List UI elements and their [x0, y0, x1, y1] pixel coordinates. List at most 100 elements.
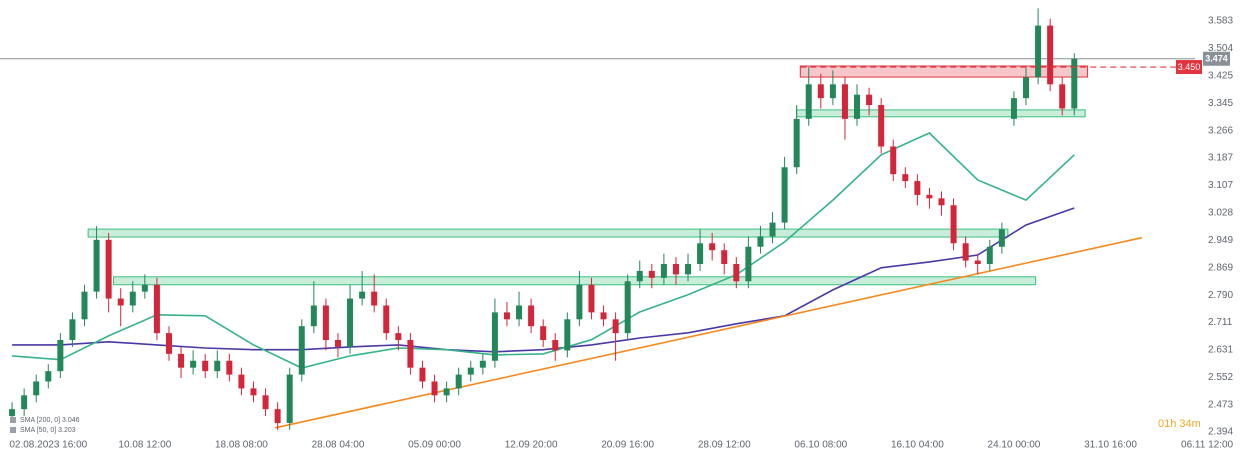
candle-body [69, 319, 76, 341]
candle-body [938, 198, 945, 206]
candle-body [286, 374, 293, 423]
candle-body [347, 298, 354, 347]
candle-body [757, 236, 764, 247]
candle-body [105, 239, 112, 299]
candle-body [552, 340, 559, 351]
candle-body [878, 105, 885, 147]
candle-body [1047, 25, 1054, 85]
candle-body [190, 360, 197, 368]
y-tick-label: 2.552 [1208, 372, 1233, 383]
legend-icon [10, 417, 16, 423]
y-tick-label: 3.266 [1208, 125, 1233, 136]
y-tick-label: 2.949 [1208, 235, 1233, 246]
y-tick-label: 3.425 [1208, 70, 1233, 81]
candle-body [443, 388, 450, 396]
candle-body [262, 395, 269, 410]
trendline [275, 236, 1143, 429]
candle-body [733, 264, 740, 282]
candle-body [926, 194, 933, 199]
x-tick-label: 18.08 08:00 [215, 440, 268, 451]
candle-body [540, 326, 547, 341]
y-tick-label: 3.345 [1208, 98, 1233, 109]
candle-body [21, 395, 28, 410]
axes: 3.450 2.394 2.473 2.552 2.631 2.711 2.790 2.869… [9, 16, 1233, 451]
current-price-label-bg [1203, 51, 1230, 66]
candle-body [588, 284, 595, 313]
candle-body [57, 340, 64, 372]
candle-body [9, 409, 16, 417]
candle-body [371, 291, 378, 306]
candle-body [178, 353, 185, 368]
x-tick-label: 24.10 00:00 [988, 440, 1041, 451]
candle-body [697, 243, 704, 265]
plot-area [0, 8, 1195, 430]
y-tick-label: 2.631 [1208, 345, 1233, 356]
candle-body [310, 305, 317, 327]
y-tick-label: 2.711 [1208, 317, 1233, 328]
x-tick-label: 10.08 12:00 [118, 440, 171, 451]
candle-body [503, 312, 510, 320]
candle-body [202, 360, 209, 372]
timer: 01h 34m [1158, 418, 1201, 430]
candle-body [685, 264, 692, 275]
candle-body [467, 367, 474, 375]
candle-body [805, 84, 812, 119]
candle-body [950, 205, 957, 244]
candle-body [226, 360, 233, 375]
candle-body [153, 284, 160, 334]
candle-body [117, 298, 124, 306]
candle-body [1010, 98, 1017, 119]
candle-body [528, 305, 535, 327]
zone [799, 65, 1089, 78]
candle-body [854, 94, 861, 119]
candle-body [395, 333, 402, 341]
x-tick-label: 31.10 16:00 [1084, 440, 1137, 451]
candle-body [902, 174, 909, 182]
candle-body [974, 260, 981, 265]
y-tick-label: 3.028 [1208, 208, 1233, 219]
x-tick-label: 12.09 20:00 [505, 440, 558, 451]
candle-body [93, 239, 100, 292]
candle-body [841, 84, 848, 119]
candle-body [238, 374, 245, 389]
candle-body [962, 243, 969, 261]
candle-body [1035, 25, 1042, 78]
x-tick-label: 06.11 12:00 [1181, 440, 1234, 451]
x-tick-label: 02.08.2023 16:00 [9, 440, 87, 451]
candle-body [986, 246, 993, 265]
candle-body [829, 84, 836, 99]
y-tick-label: 3.187 [1208, 153, 1233, 164]
legend-icon [10, 427, 16, 433]
candle-body [745, 246, 752, 282]
candle-body [564, 319, 571, 351]
alert-label: 3.450 [1178, 62, 1201, 72]
candle-body [636, 270, 643, 282]
candle-body [359, 291, 366, 299]
y-tick-label: 2.394 [1208, 427, 1233, 438]
candle-body [81, 291, 88, 320]
candle-body [648, 270, 655, 278]
candle-body [250, 388, 257, 396]
x-tick-label: 16.10 04:00 [891, 440, 944, 451]
candle-body [866, 94, 873, 106]
candle-body [214, 360, 221, 372]
candle-body [419, 367, 426, 382]
alert-label-bg [1176, 60, 1202, 75]
candle-body [479, 360, 486, 368]
y-tick-label: 3.107 [1208, 180, 1233, 191]
candle-body [781, 167, 788, 223]
candle-body [1059, 84, 1066, 109]
candle-body [45, 371, 52, 382]
candle-body [322, 305, 329, 341]
candle-body [672, 264, 679, 275]
candle-body [516, 305, 523, 320]
zone [87, 228, 1009, 238]
x-tick-label: 06.10 08:00 [794, 440, 847, 451]
candle-body [624, 281, 631, 334]
zone [112, 276, 1037, 286]
y-tick-label: 3.583 [1208, 16, 1233, 27]
candle-body [141, 284, 148, 292]
candle-body [709, 243, 716, 251]
x-tick-label: 05.09 00:00 [408, 440, 461, 451]
